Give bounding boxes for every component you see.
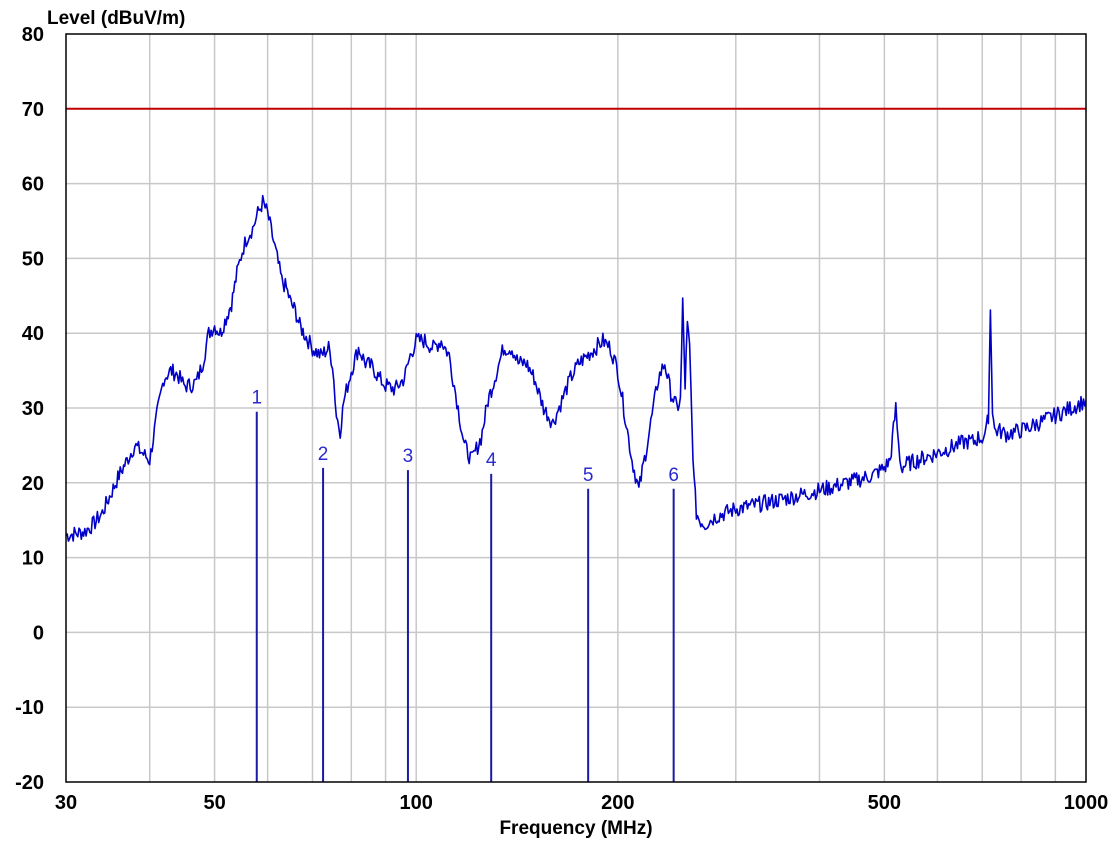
x-tick-labels: 30 50 100 200 500 1000 xyxy=(55,792,1108,814)
x-tick-label: 100 xyxy=(400,792,433,814)
marker-label-6: 6 xyxy=(668,465,679,486)
y-tick-label: 30 xyxy=(22,398,44,420)
marker-label-1: 1 xyxy=(251,388,262,409)
grid xyxy=(66,34,1086,782)
series-layer xyxy=(65,107,1087,542)
y-tick-label: -20 xyxy=(15,772,44,794)
marker-layer: 1 2 3 4 5 6 xyxy=(251,388,679,782)
y-tick-label: 60 xyxy=(22,174,44,196)
y-tick-labels: -20 -10 0 10 20 30 40 50 60 70 80 xyxy=(15,24,44,794)
y-tick-label: -10 xyxy=(15,697,44,719)
y-axis-title: Level (dBuV/m) xyxy=(47,8,185,29)
marker-label-5: 5 xyxy=(583,465,594,486)
spectrum-trace xyxy=(65,194,1087,542)
plot-frame xyxy=(65,33,1087,783)
x-tick-label: 50 xyxy=(203,792,225,814)
x-axis-title: Frequency (MHz) xyxy=(499,818,652,839)
marker-label-4: 4 xyxy=(486,450,497,471)
marker-label-2: 2 xyxy=(318,444,329,465)
x-tick-label: 500 xyxy=(868,792,901,814)
y-tick-label: 80 xyxy=(22,24,44,46)
x-tick-label: 200 xyxy=(601,792,634,814)
y-tick-label: 50 xyxy=(22,248,44,270)
y-tick-label: 20 xyxy=(22,473,44,495)
y-tick-label: 40 xyxy=(22,323,44,345)
y-tick-label: 0 xyxy=(33,622,44,644)
y-tick-label: 70 xyxy=(22,99,44,121)
x-tick-label: 1000 xyxy=(1064,792,1109,814)
y-tick-label: 10 xyxy=(22,548,44,570)
x-tick-label: 30 xyxy=(55,792,77,814)
marker-label-3: 3 xyxy=(403,446,414,467)
